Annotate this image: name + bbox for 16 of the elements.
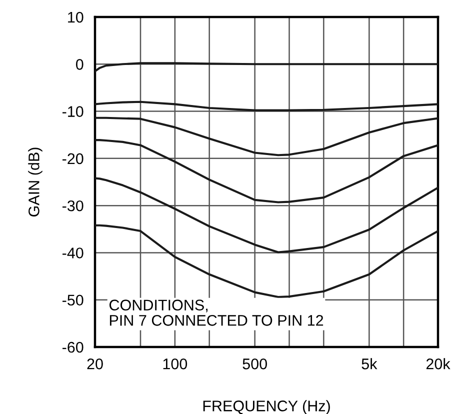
y-tick-label: 0 [76,59,84,70]
y-tick-label: -30 [62,200,84,212]
x-tick-label: 20 [87,358,103,370]
annotation: CONDITIONS, PIN 7 CONNECTED TO PIN 12 [109,300,324,326]
y-axis-title: GAIN (dB) [28,148,42,216]
x-tick-label: 5k [362,358,378,370]
y-tick-label: -40 [62,248,84,258]
y-tick-label: -20 [62,153,84,164]
y-tick-label: -60 [62,342,84,353]
x-axis-title: FREQUENCY (Hz) [203,400,330,414]
y-tick-label: -50 [62,294,84,306]
x-tick-label: 500 [242,358,267,370]
y-tick-label: 10 [68,12,84,23]
y-tick-label: -10 [62,106,84,117]
x-tick-label: 20k [426,358,450,370]
x-tick-label: 100 [163,358,188,370]
